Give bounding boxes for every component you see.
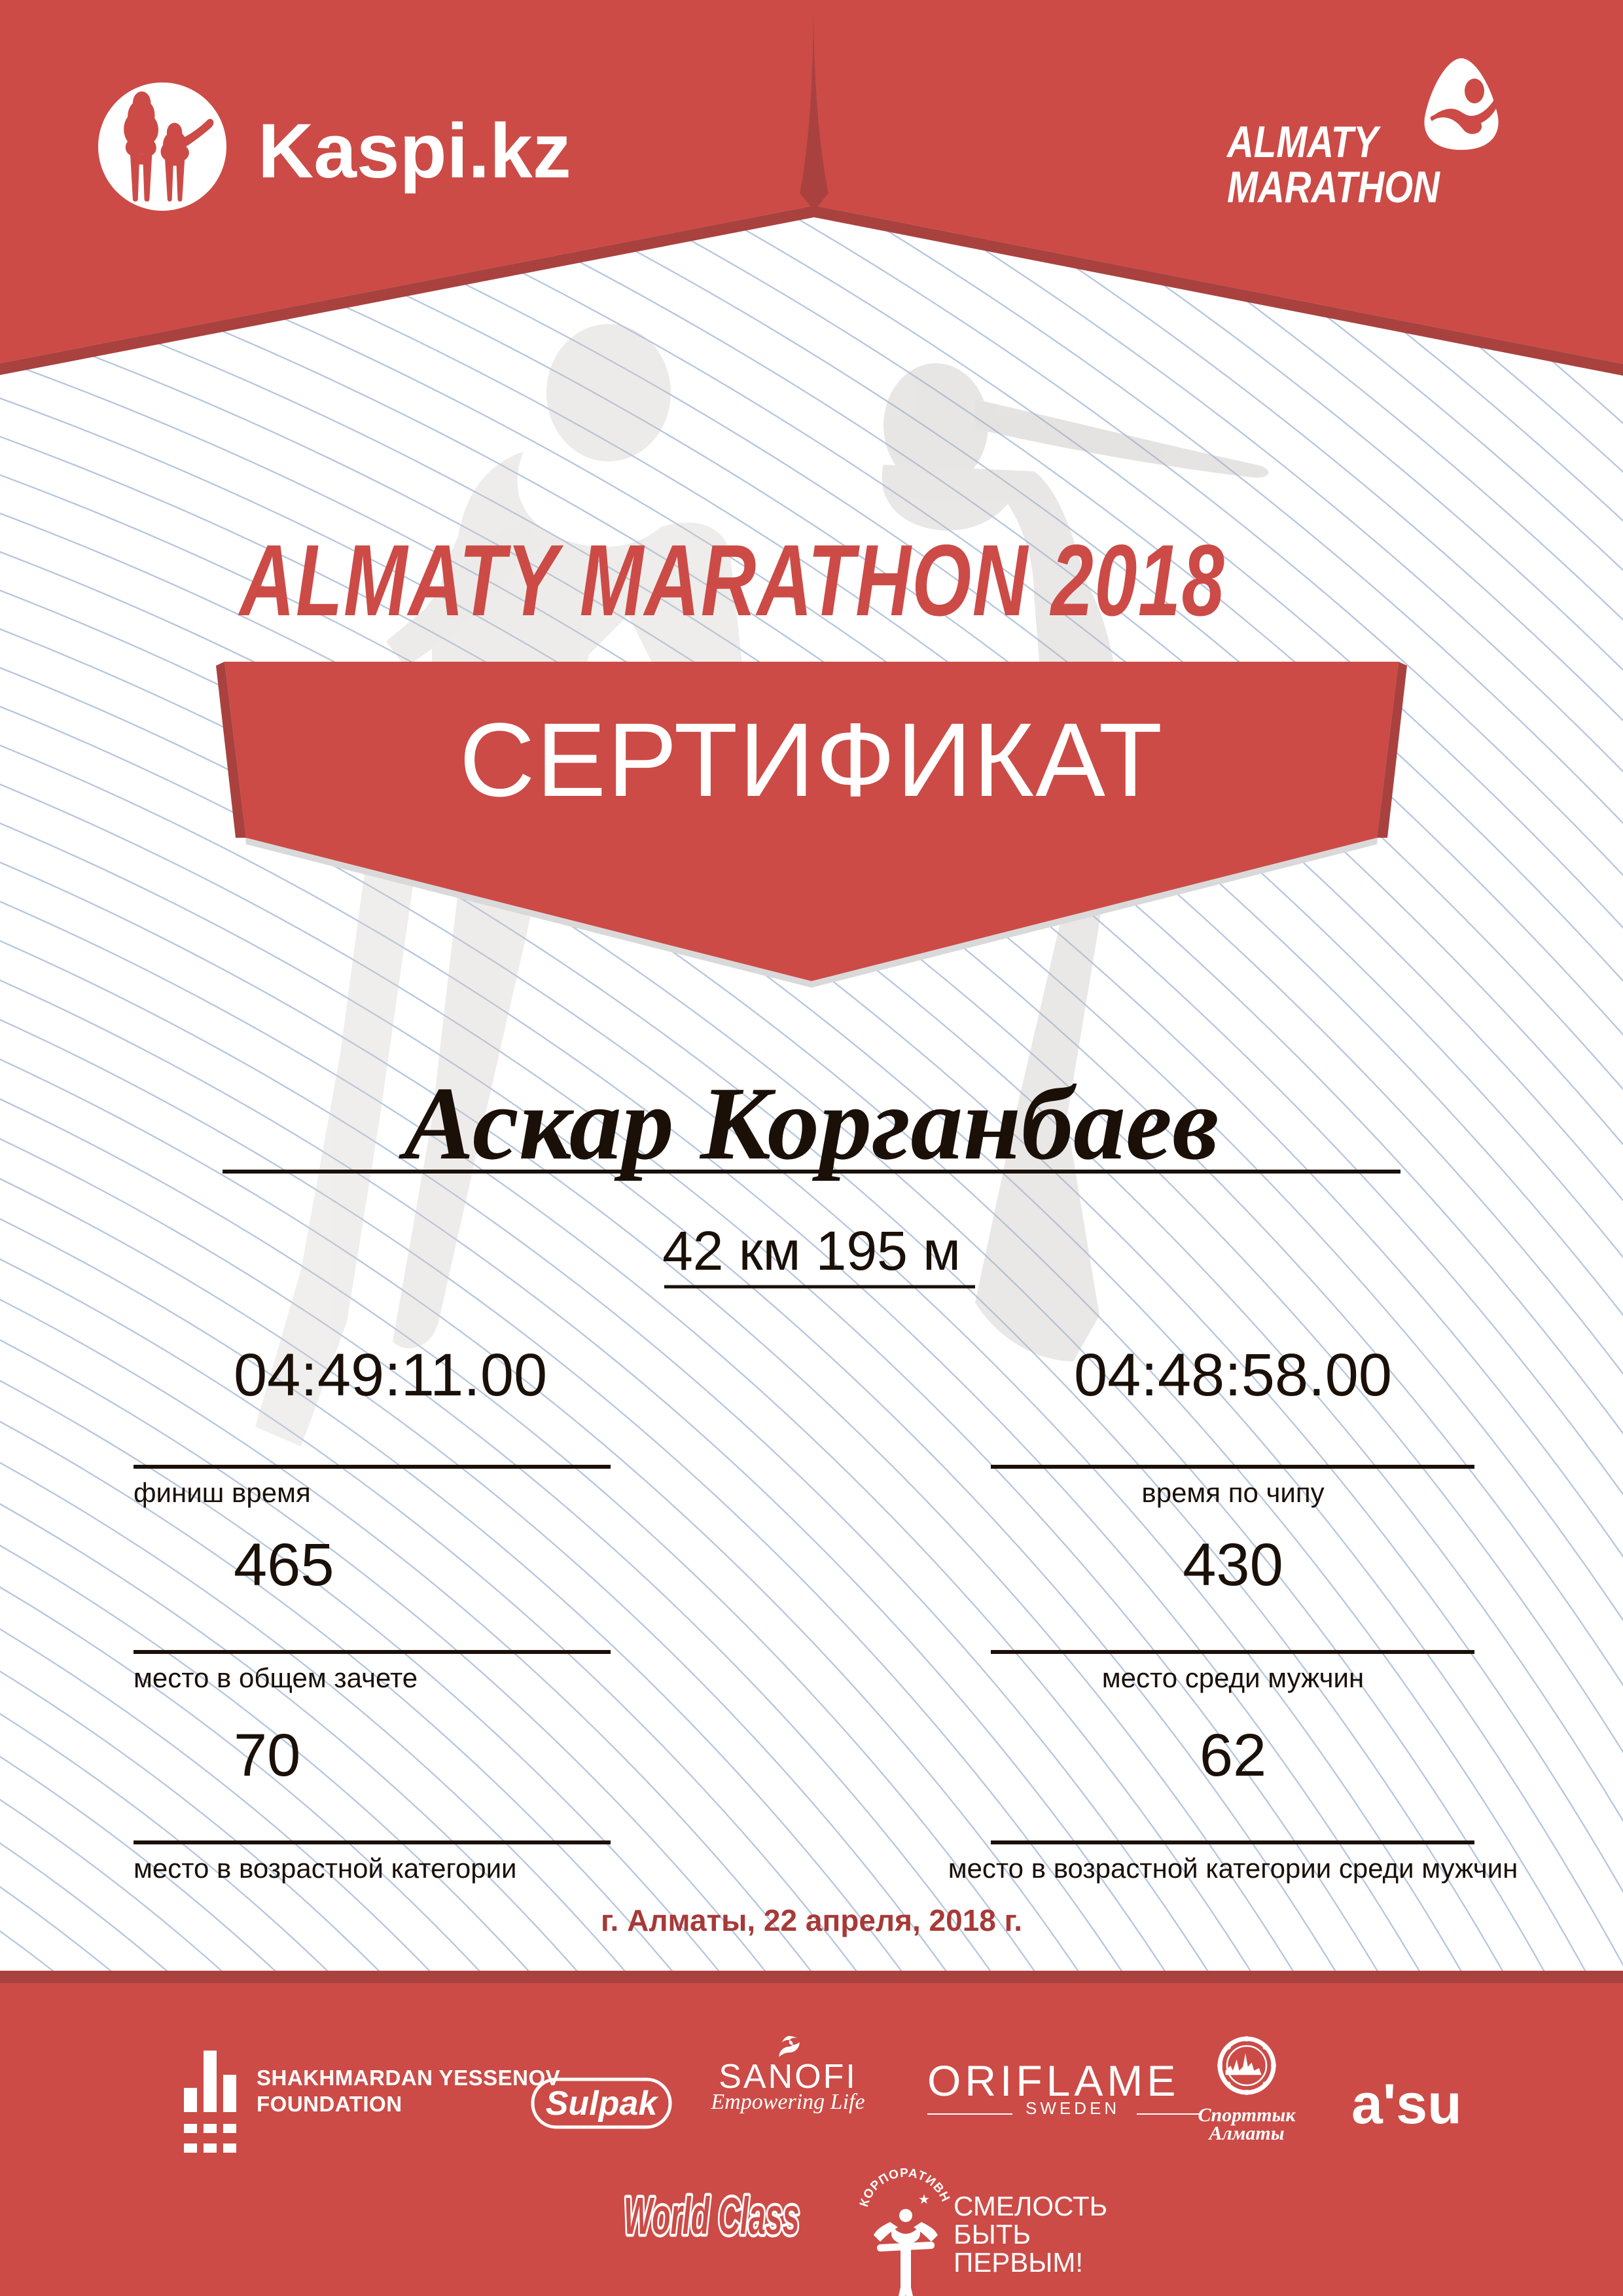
svg-text:ПЕРВЫМ!: ПЕРВЫМ! — [954, 2247, 1083, 2278]
svg-text:БЫТЬ: БЫТЬ — [954, 2219, 1031, 2250]
svg-text:СМЕЛОСТЬ: СМЕЛОСТЬ — [954, 2191, 1107, 2221]
svg-text:Empowering Life: Empowering Life — [710, 2090, 865, 2114]
svg-text:КОРПОРАТИВНЫЙ ФОНД: КОРПОРАТИВНЫЙ ФОНД — [0, 0, 952, 2209]
svg-text:Sulpak: Sulpak — [546, 2085, 660, 2123]
svg-text:SHAKHMARDAN YESSENOV: SHAKHMARDAN YESSENOV — [257, 2066, 560, 2090]
svg-text:Алматы: Алматы — [1207, 2123, 1284, 2144]
svg-text:a'su: a'su — [1351, 2073, 1462, 2136]
svg-text:FOUNDATION: FOUNDATION — [257, 2092, 402, 2116]
svg-text:World Class: World Class — [624, 2187, 800, 2245]
svg-text:SWEDEN: SWEDEN — [1026, 2098, 1120, 2118]
svg-text:ORIFLAME: ORIFLAME — [927, 2056, 1179, 2105]
svg-text:★: ★ — [918, 2193, 930, 2207]
